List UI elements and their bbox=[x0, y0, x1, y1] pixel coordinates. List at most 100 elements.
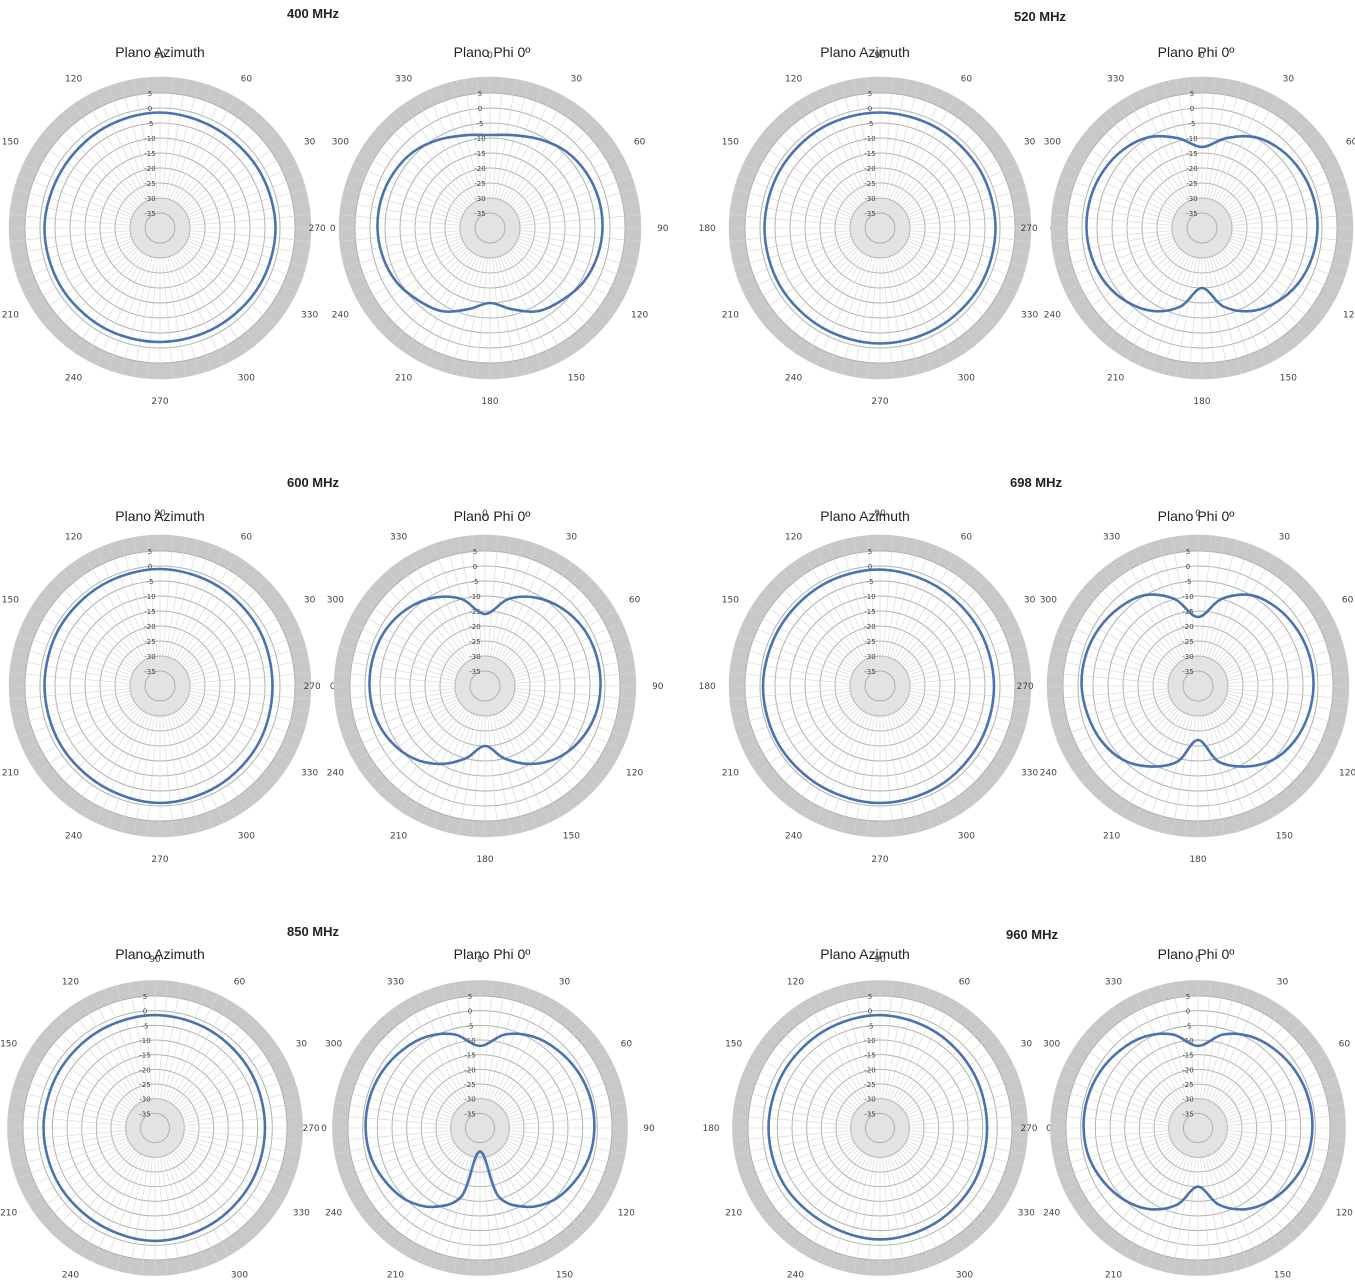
radial-tick-label: -10 bbox=[469, 593, 480, 601]
grid-spoke bbox=[1077, 141, 1178, 212]
angle-tick-label: 120 bbox=[65, 74, 82, 84]
grid-spoke bbox=[1222, 120, 1310, 208]
grid-spoke bbox=[892, 254, 945, 366]
plot-title-phi: Plano Phi 0º bbox=[1157, 946, 1235, 962]
plot-title-phi: Plano Phi 0º bbox=[453, 946, 531, 962]
grid-spoke bbox=[1050, 1114, 1170, 1126]
grid-spoke bbox=[52, 706, 140, 794]
grid-spoke bbox=[1052, 1102, 1170, 1124]
grid-spoke bbox=[1226, 646, 1345, 679]
grid-spoke bbox=[1055, 634, 1171, 677]
grid-spoke bbox=[1137, 90, 1190, 202]
angle-tick-label: 270 bbox=[1020, 1124, 1037, 1134]
radial-tick-label: -10 bbox=[144, 135, 155, 143]
grid-spoke bbox=[1214, 561, 1285, 662]
radial-tick-label: -30 bbox=[864, 1096, 875, 1104]
grid-spoke bbox=[353, 610, 460, 672]
grid-spoke bbox=[471, 535, 483, 657]
grid-spoke bbox=[1226, 1102, 1344, 1124]
grid-spoke bbox=[908, 1132, 1026, 1154]
radial-tick-label: 0 bbox=[468, 1008, 472, 1016]
grid-spoke bbox=[35, 599, 136, 670]
grid-spoke bbox=[1225, 1089, 1341, 1121]
grid-spoke bbox=[1207, 713, 1250, 829]
angle-tick-label: 60 bbox=[1342, 596, 1354, 606]
grid-spoke bbox=[384, 1014, 462, 1106]
grid-spoke bbox=[159, 982, 181, 1100]
grid-spoke bbox=[441, 985, 473, 1101]
radial-tick-label: 5 bbox=[868, 993, 872, 1001]
grid-spoke bbox=[95, 90, 148, 202]
grid-spoke bbox=[179, 1053, 284, 1114]
grid-spoke bbox=[458, 715, 481, 835]
angle-tick-label: 120 bbox=[626, 768, 643, 778]
grid-spoke bbox=[1207, 988, 1249, 1101]
grid-spoke bbox=[734, 1102, 852, 1124]
angle-tick-label: 90 bbox=[154, 51, 166, 61]
grid-spoke bbox=[829, 988, 871, 1101]
angle-tick-label: 240 bbox=[325, 1208, 342, 1218]
angle-tick-label: 180 bbox=[699, 682, 716, 692]
grid-spoke bbox=[178, 1042, 277, 1112]
grid-spoke bbox=[1231, 230, 1353, 242]
grid-spoke bbox=[1073, 702, 1174, 773]
grid-spoke bbox=[476, 257, 488, 379]
grid-spoke bbox=[351, 1142, 456, 1203]
grid-spoke bbox=[84, 96, 146, 203]
angle-tick-label: 90 bbox=[154, 509, 166, 519]
grid-spoke bbox=[737, 176, 853, 219]
grid-spoke bbox=[882, 77, 894, 199]
angle-tick-label: 0 bbox=[482, 509, 488, 519]
radial-tick-label: -25 bbox=[1182, 1081, 1193, 1089]
grid-spoke bbox=[892, 1154, 943, 1263]
grid-spoke bbox=[392, 250, 472, 345]
radial-tick-label: -25 bbox=[1186, 180, 1197, 188]
grid-spoke bbox=[1220, 111, 1300, 206]
radial-tick-label: -25 bbox=[474, 180, 485, 188]
grid-spoke bbox=[392, 111, 472, 206]
grid-spoke bbox=[898, 1150, 976, 1242]
radial-tick-label: -35 bbox=[144, 210, 155, 218]
radial-tick-label: -15 bbox=[864, 608, 875, 616]
grid-spoke bbox=[184, 702, 285, 773]
pattern-series-line bbox=[368, 595, 602, 766]
grid-spoke bbox=[882, 980, 894, 1100]
grid-spoke bbox=[337, 1135, 453, 1167]
grid-spoke bbox=[182, 1137, 295, 1179]
grid-spoke bbox=[494, 713, 537, 829]
grid-spoke bbox=[176, 103, 247, 204]
grid-spoke bbox=[1225, 1135, 1341, 1167]
grid-spoke bbox=[1066, 610, 1173, 672]
grid-spoke bbox=[866, 77, 878, 199]
grid-spoke bbox=[906, 163, 1018, 216]
grid-spoke bbox=[1135, 993, 1186, 1102]
grid-spoke bbox=[358, 1042, 457, 1112]
grid-spoke bbox=[489, 1155, 531, 1268]
grid-spoke bbox=[341, 201, 461, 224]
grid-spoke bbox=[731, 232, 851, 255]
grid-spoke bbox=[729, 230, 851, 242]
angle-tick-label: 30 bbox=[1279, 532, 1291, 542]
radial-tick-label: 5 bbox=[468, 993, 472, 1001]
grid-spoke bbox=[887, 1155, 919, 1271]
grid-circle bbox=[864, 1112, 896, 1144]
grid-spoke bbox=[1224, 246, 1319, 326]
grid-spoke bbox=[907, 1077, 1020, 1119]
grid-spoke bbox=[441, 1155, 473, 1271]
grid-spoke bbox=[737, 1089, 853, 1121]
grid-spoke bbox=[358, 152, 465, 214]
angle-tick-label: 120 bbox=[62, 978, 79, 988]
grid-spoke bbox=[1150, 85, 1193, 201]
center-shading bbox=[1172, 198, 1232, 258]
grid-spoke bbox=[73, 710, 144, 811]
grid-spoke bbox=[733, 693, 852, 726]
grid-spoke bbox=[1220, 1146, 1312, 1224]
grid-spoke bbox=[499, 255, 542, 371]
grid-spoke bbox=[178, 1144, 277, 1214]
grid-spoke bbox=[804, 253, 866, 360]
grid-spoke bbox=[405, 1152, 466, 1257]
pattern-series-line bbox=[376, 133, 604, 313]
grid-spoke bbox=[425, 254, 478, 366]
angle-tick-label: 210 bbox=[1105, 1270, 1122, 1280]
